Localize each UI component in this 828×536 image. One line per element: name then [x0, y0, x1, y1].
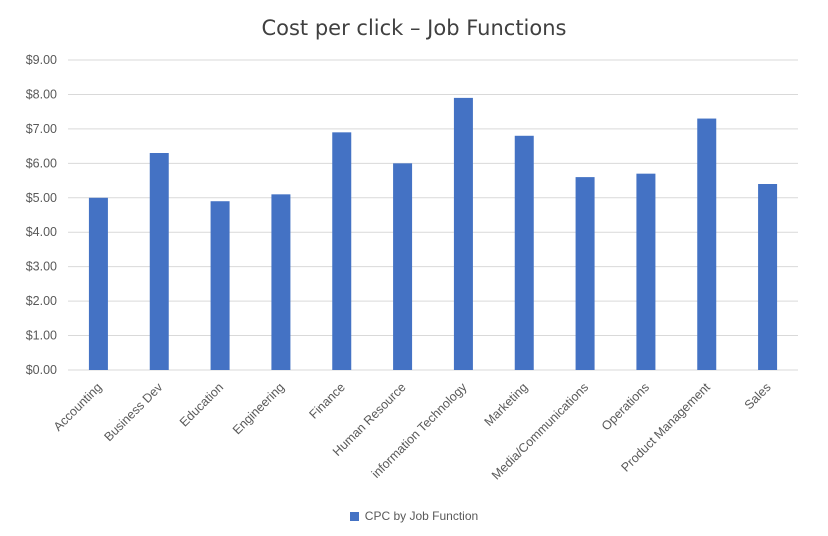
grid-lines	[68, 59, 798, 371]
bar	[636, 173, 656, 370]
y-tick-label: $4.00	[26, 225, 57, 239]
x-tick-label: Accounting	[51, 380, 105, 434]
bar	[697, 118, 717, 370]
y-axis-ticks: $0.00 $1.00 $2.00 $3.00 $4.00 $5.00 $6.00 $7.00…	[26, 53, 57, 377]
legend-label: CPC by Job Function	[364, 509, 479, 523]
x-tick-label: Finance	[307, 380, 348, 421]
y-tick-label: $5.00	[26, 191, 57, 205]
bars	[88, 97, 778, 370]
x-tick-label: Marketing	[482, 380, 531, 429]
bar	[210, 201, 230, 370]
bar	[393, 163, 413, 370]
bar	[332, 132, 352, 370]
x-tick-label: Operations	[599, 380, 652, 433]
x-tick-label: Education	[177, 380, 226, 429]
x-tick-label: Business Dev	[101, 380, 165, 444]
y-tick-label: $3.00	[26, 260, 57, 274]
y-tick-label: $6.00	[26, 156, 57, 170]
bar	[453, 97, 473, 370]
y-tick-label: $0.00	[26, 363, 57, 377]
y-tick-label: $7.00	[26, 122, 57, 136]
y-tick-label: $9.00	[26, 53, 57, 67]
x-tick-label: Engineering	[230, 380, 287, 437]
bar	[271, 194, 291, 370]
y-tick-label: $8.00	[26, 87, 57, 101]
bar	[514, 135, 534, 370]
legend: CPC by Job Function	[0, 509, 828, 523]
y-tick-label: $2.00	[26, 294, 57, 308]
bar	[149, 153, 169, 370]
y-tick-label: $1.00	[26, 329, 57, 343]
legend-swatch	[349, 511, 359, 521]
bar	[575, 177, 595, 370]
x-tick-label: Sales	[742, 380, 774, 412]
bar	[758, 184, 778, 370]
chart-title: Cost per click – Job Functions	[261, 16, 567, 40]
bar	[88, 197, 108, 370]
